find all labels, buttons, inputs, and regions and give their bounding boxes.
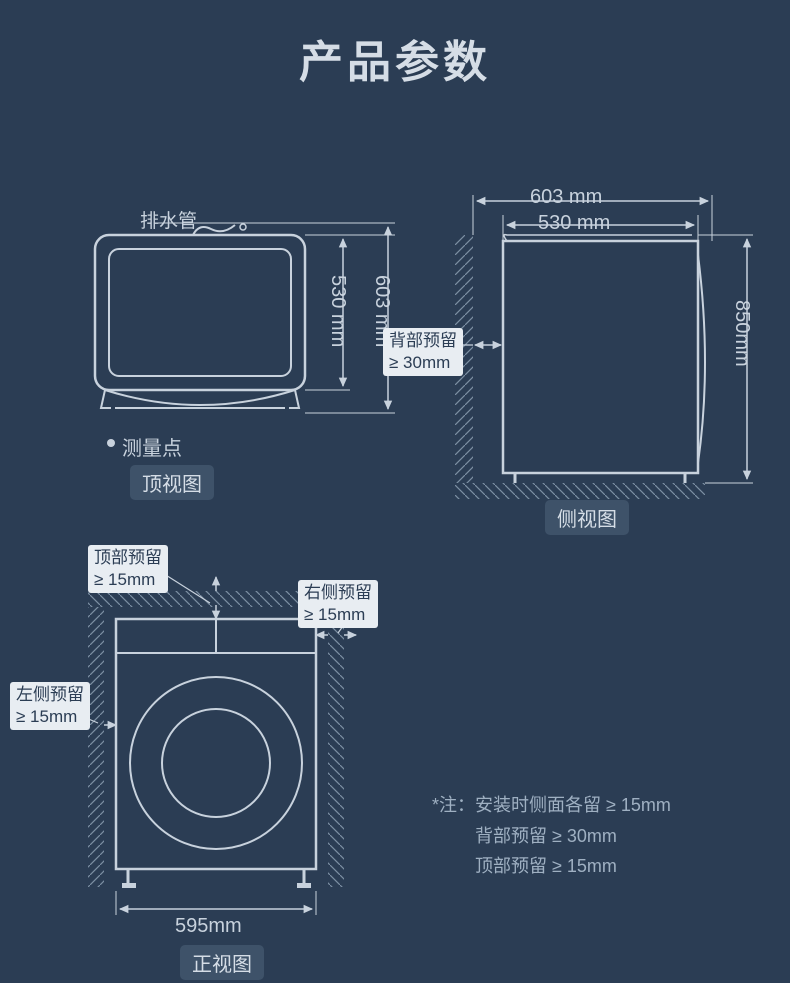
top-clearance-callout: 顶部预留 ≥ 15mm [88, 545, 168, 593]
side-dim-603: 603 mm [530, 186, 602, 209]
measure-point-label: 测量点 [122, 432, 182, 461]
note-line-2: 背部预留 ≥ 30mm [475, 826, 617, 846]
back-clearance-callout: 背部预留 ≥ 30mm [383, 328, 463, 376]
drain-pipe-label: 排水管 [140, 206, 197, 233]
front-dim-595: 595mm [175, 915, 242, 938]
top-view-badge: 顶视图 [130, 465, 214, 500]
right-clearance-callout: 右侧预留 ≥ 15mm [298, 580, 378, 628]
left-clearance-callout: 左侧预留 ≥ 15mm [10, 682, 90, 730]
top-dim-530: 530 mm [326, 275, 349, 347]
side-dim-850: 850mm [730, 300, 753, 367]
front-view-badge: 正视图 [180, 945, 264, 980]
note-line-1: 安装时侧面各留 ≥ 15mm [475, 795, 671, 815]
install-note: *注：安装时侧面各留 ≥ 15mm *注：背部预留 ≥ 30mm *注：顶部预留… [432, 790, 671, 882]
side-view-badge: 侧视图 [545, 500, 629, 535]
note-line-3: 顶部预留 ≥ 15mm [475, 856, 617, 876]
side-dim-530: 530 mm [538, 212, 610, 235]
note-prefix: *注： [432, 795, 475, 815]
